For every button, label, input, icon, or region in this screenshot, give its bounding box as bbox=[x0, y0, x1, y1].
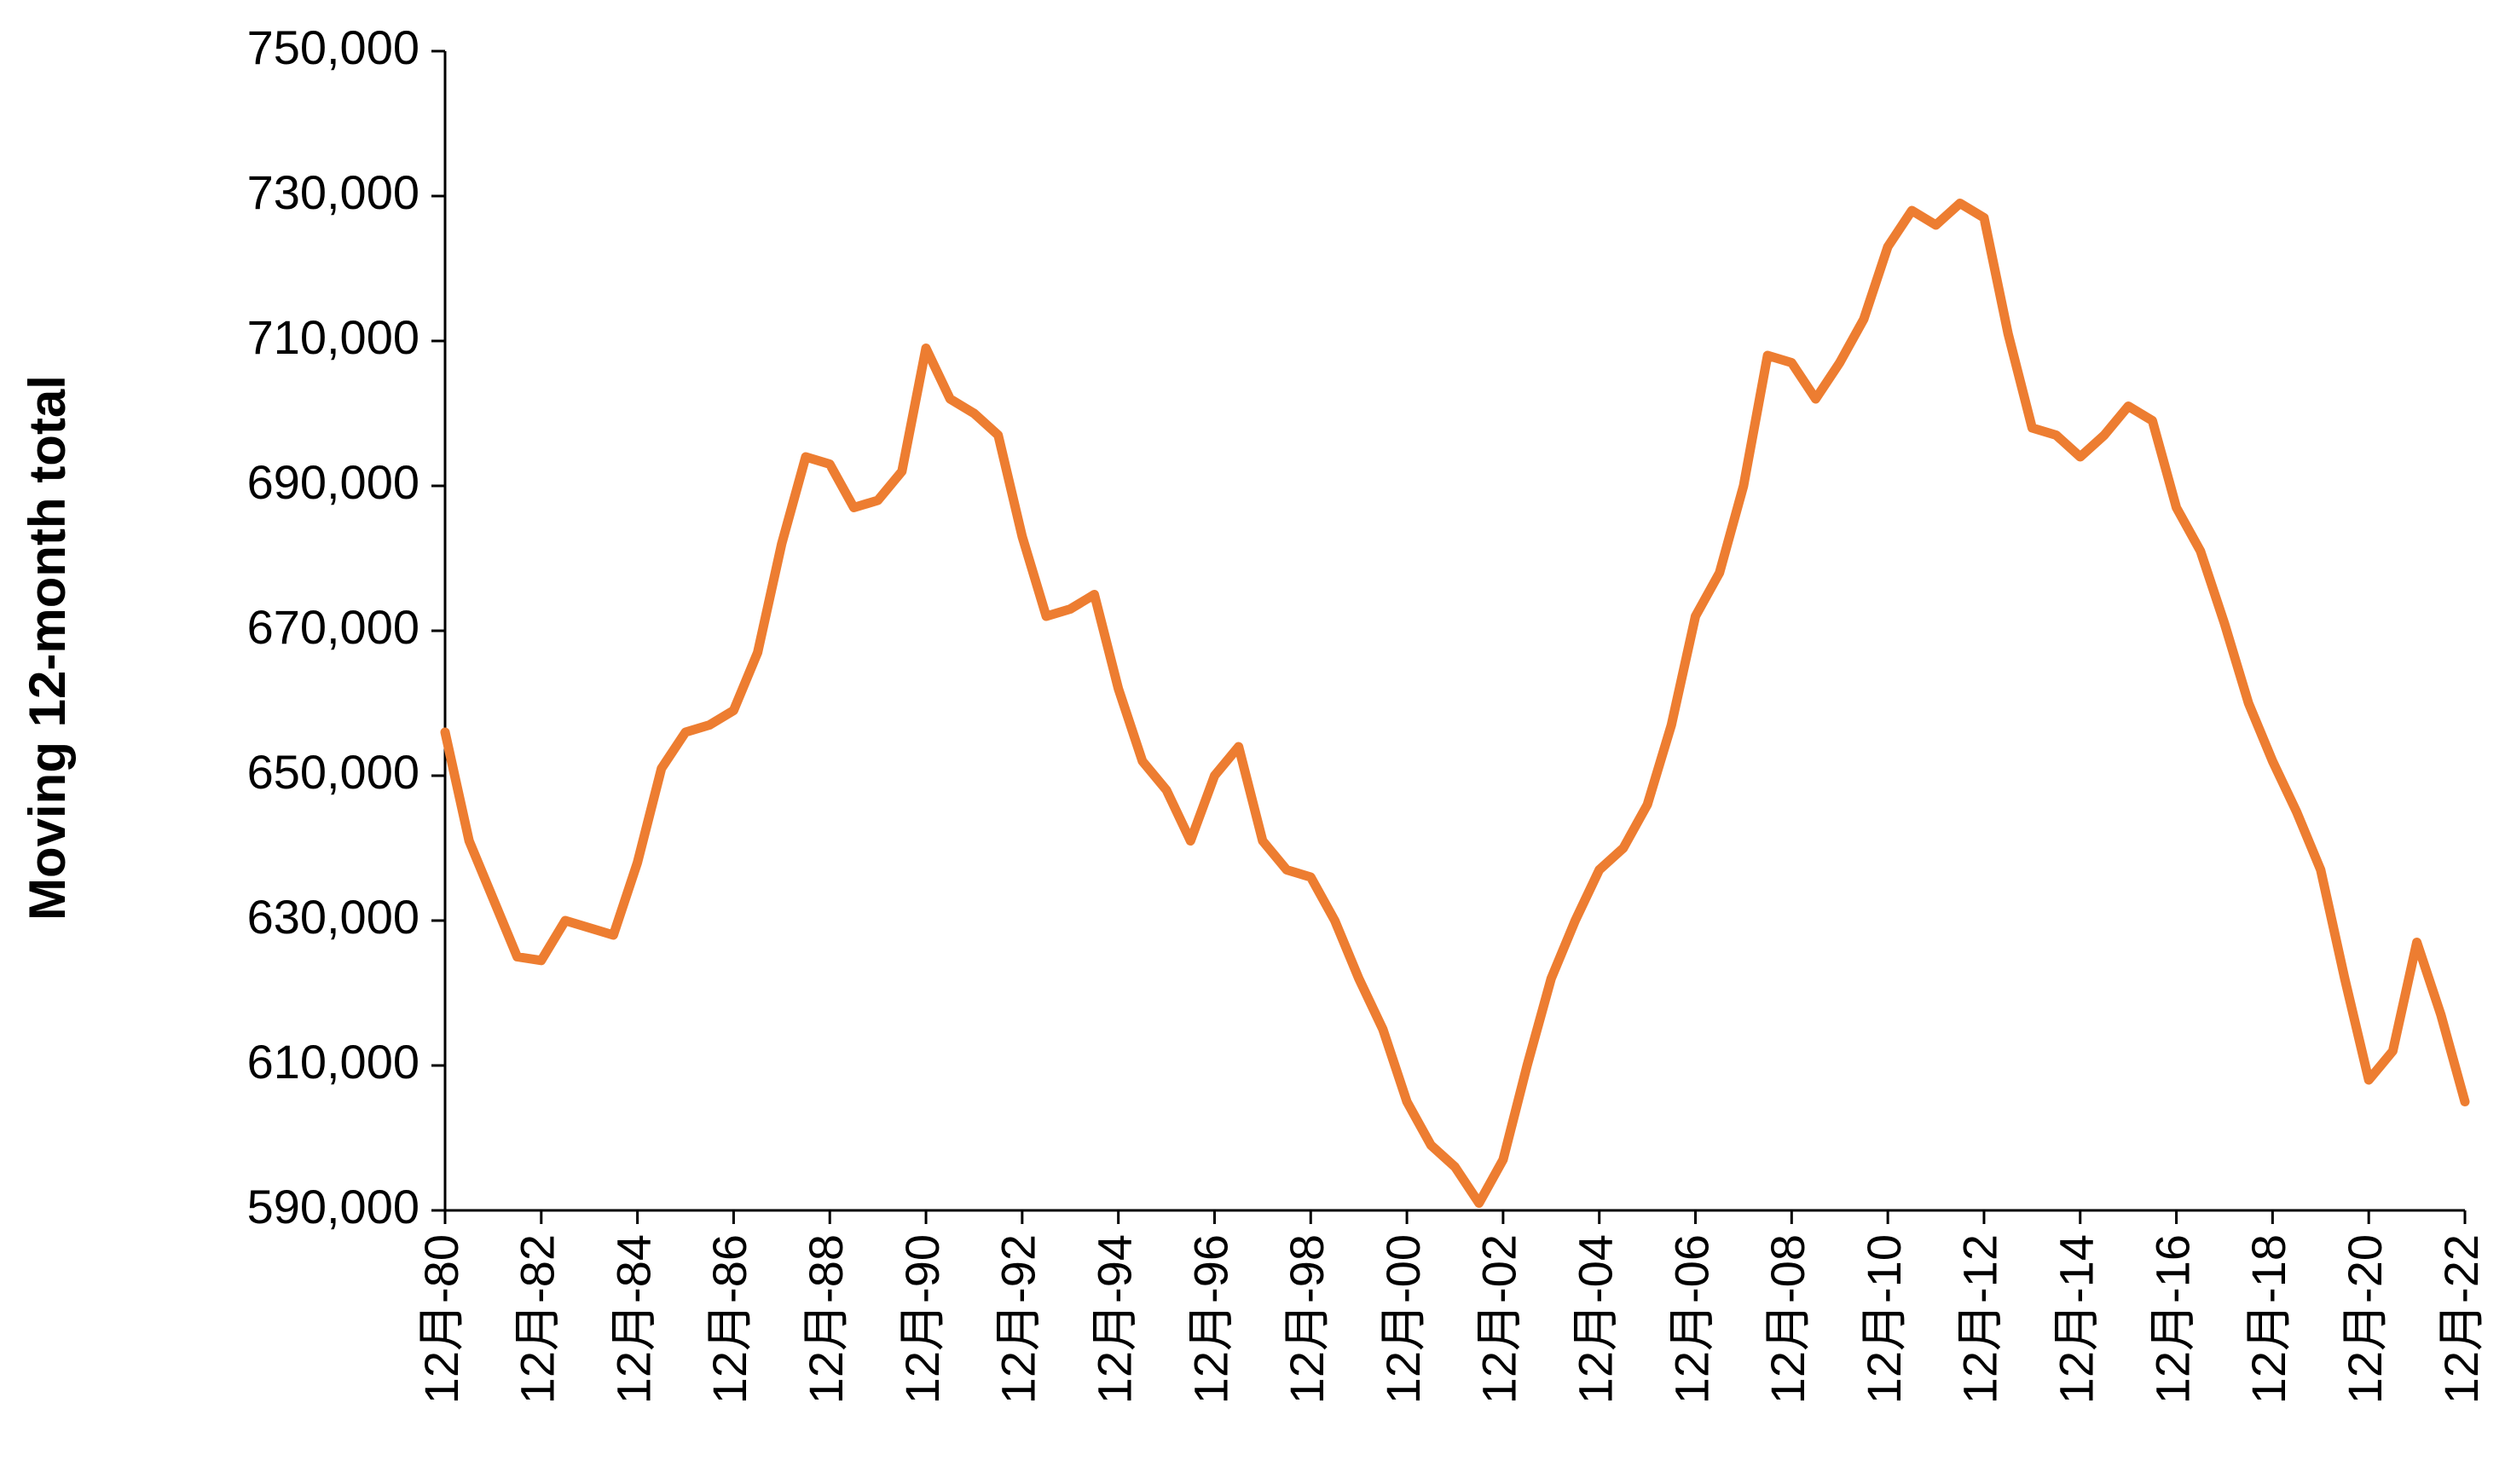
y-axis-title: Moving 12-month total bbox=[19, 375, 76, 921]
data-line bbox=[440, 199, 2470, 1208]
x-tick-label: 12月-00 bbox=[1376, 1234, 1430, 1404]
y-tick-label: 670,000 bbox=[247, 600, 419, 654]
x-tick-label: 12月-14 bbox=[2050, 1234, 2103, 1404]
x-tick-label: 12月-02 bbox=[1472, 1234, 1526, 1404]
y-tick-label: 650,000 bbox=[247, 745, 419, 799]
y-tick-label: 610,000 bbox=[247, 1035, 419, 1088]
x-tick-label: 12月-22 bbox=[2434, 1234, 2488, 1404]
x-tick-label: 12月-04 bbox=[1569, 1234, 1623, 1404]
x-tick-label: 12月-94 bbox=[1087, 1234, 1141, 1404]
x-tick-label: 12月-96 bbox=[1183, 1234, 1237, 1404]
x-tick-label: 12月-08 bbox=[1761, 1234, 1814, 1404]
x-tick-label: 12月-86 bbox=[703, 1234, 756, 1404]
y-tick-label: 590,000 bbox=[247, 1180, 419, 1233]
x-tick-label: 12月-10 bbox=[1857, 1234, 1911, 1404]
x-tick-label: 12月-80 bbox=[414, 1234, 468, 1404]
x-tick-label: 12月-82 bbox=[511, 1234, 564, 1404]
x-tick-label: 12月-90 bbox=[895, 1234, 949, 1404]
x-tick-label: 12月-16 bbox=[2145, 1234, 2199, 1404]
y-tick-label: 730,000 bbox=[247, 165, 419, 219]
y-tick-label: 630,000 bbox=[247, 890, 419, 944]
x-tick-label: 12月-06 bbox=[1664, 1234, 1718, 1404]
x-tick-label: 12月-12 bbox=[1953, 1234, 2007, 1404]
x-tick-label: 12月-84 bbox=[606, 1234, 660, 1404]
x-tick-label: 12月-88 bbox=[799, 1234, 853, 1404]
y-tick-label: 750,000 bbox=[247, 20, 419, 74]
x-tick-label: 12月-20 bbox=[2338, 1234, 2392, 1404]
x-tick-label: 12月-98 bbox=[1280, 1234, 1333, 1404]
x-tick-label: 12月-92 bbox=[992, 1234, 1045, 1404]
x-tick-label: 12月-18 bbox=[2242, 1234, 2295, 1404]
y-tick-label: 690,000 bbox=[247, 455, 419, 509]
y-tick-label: 710,000 bbox=[247, 310, 419, 364]
